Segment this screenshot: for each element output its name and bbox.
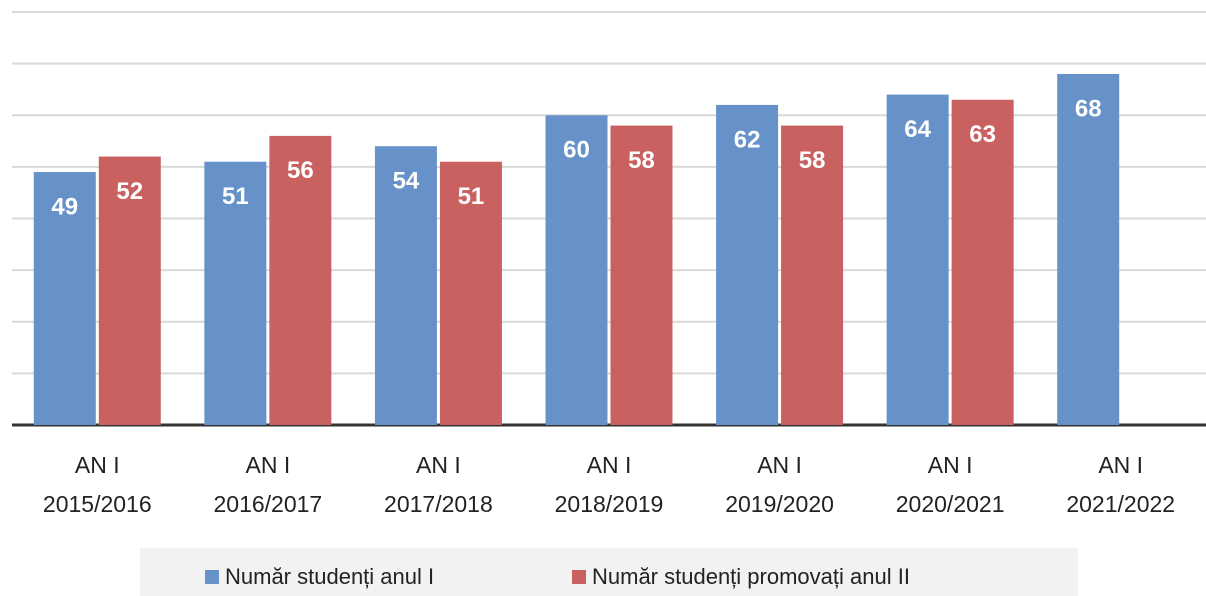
bar [269,135,332,425]
bar [951,99,1014,425]
data-label: 68 [1075,95,1102,122]
data-label: 51 [458,183,485,210]
data-label: 64 [904,116,931,143]
bar [545,115,608,425]
data-label: 49 [51,193,78,220]
data-label: 62 [734,126,761,153]
x-tick-label: 2019/2020 [725,491,834,517]
x-tick-label: AN I [587,452,632,478]
data-label: 63 [969,121,996,148]
x-tick-label: AN I [416,452,461,478]
legend-label: Număr studenți anul I [225,564,434,589]
bar [1057,73,1120,425]
bar [781,125,844,425]
x-tick-label: 2020/2021 [896,491,1005,517]
data-label: 58 [628,147,655,174]
x-tick-label: AN I [928,452,973,478]
x-tick-label: 2021/2022 [1066,491,1175,517]
bar [33,172,96,425]
x-tick-label: AN I [757,452,802,478]
data-label: 58 [799,147,826,174]
bar [204,161,267,425]
x-tick-label: AN I [245,452,290,478]
data-label: 56 [287,157,314,184]
data-label: 52 [116,178,143,205]
bar [439,161,502,425]
bar [610,125,673,425]
data-label: 54 [393,168,420,195]
x-tick-label: 2015/2016 [43,491,152,517]
data-label: 60 [563,137,590,164]
bar [374,146,437,425]
legend-label: Număr studenți promovați anul II [592,564,910,589]
x-tick-label: 2018/2019 [555,491,664,517]
x-tick-label: AN I [1098,452,1143,478]
bar [886,94,949,425]
legend-swatch [572,570,586,584]
x-tick-label: 2017/2018 [384,491,493,517]
bar [716,104,779,426]
legend-swatch [205,570,219,584]
data-label: 51 [222,183,249,210]
x-tick-label: 2016/2017 [213,491,322,517]
legend-background [140,548,1078,596]
x-tick-label: AN I [75,452,120,478]
bar [98,156,161,426]
